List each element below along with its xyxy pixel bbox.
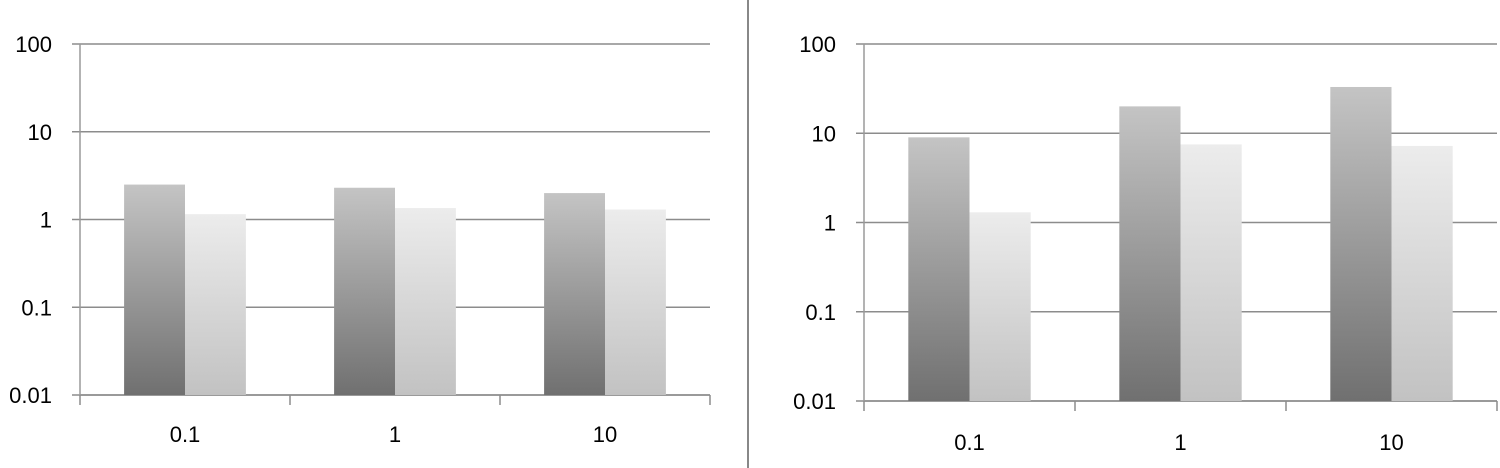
y-tick-label: 10 — [28, 120, 52, 145]
bar-series-2 — [1391, 145, 1453, 401]
bar-series-1 — [334, 187, 395, 395]
bar-series-1 — [544, 193, 605, 395]
bar-series-1 — [908, 137, 970, 401]
bar-series-1 — [124, 184, 185, 395]
y-tick-label: 100 — [15, 32, 52, 57]
y-tick-label: 0.01 — [9, 383, 52, 408]
bar-series-2 — [185, 214, 246, 395]
y-tick-label: 0.1 — [805, 300, 836, 325]
y-tick-label: 100 — [799, 32, 836, 57]
y-tick-label: 0.01 — [793, 389, 836, 414]
bar-series-1 — [1119, 106, 1181, 402]
y-tick-label: 1 — [40, 208, 52, 233]
bar-series-2 — [969, 212, 1031, 401]
x-tick-label: 10 — [593, 422, 617, 447]
bar-series-1 — [1330, 86, 1392, 402]
y-tick-label: 0.1 — [21, 295, 52, 320]
bar-series-2 — [605, 209, 666, 395]
y-tick-label: 1 — [824, 211, 836, 236]
chart-panel-right: 0.01 0.1 1 10 100 0.1 1 10 — [793, 32, 1498, 455]
x-tick-label: 0.1 — [170, 422, 201, 447]
x-tick-label: 0.1 — [954, 430, 985, 455]
x-tick-label: 10 — [1379, 430, 1403, 455]
bar-series-2 — [1180, 144, 1242, 401]
x-tick-label: 1 — [1174, 430, 1186, 455]
chart-panel-left: 0.01 0.1 1 10 100 0.1 1 10 — [9, 32, 711, 447]
y-tick-label: 10 — [812, 121, 836, 146]
x-tick-label: 1 — [389, 422, 401, 447]
bar-series-2 — [395, 208, 456, 395]
